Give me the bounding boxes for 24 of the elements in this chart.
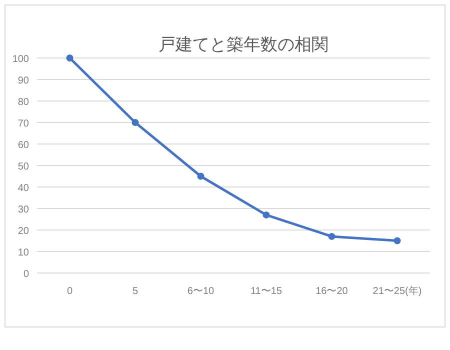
x-tick-label: 21〜25(年) xyxy=(372,285,422,297)
y-tick-label: 50 xyxy=(18,162,30,172)
y-tick-label: 80 xyxy=(18,97,30,108)
point xyxy=(394,237,401,244)
point xyxy=(328,232,336,240)
point xyxy=(197,172,204,180)
point xyxy=(262,211,270,218)
x-tick-label: 11〜15 xyxy=(250,286,282,297)
y-tick-label: 30 xyxy=(18,204,30,216)
x-tick-label: 5 xyxy=(132,286,138,297)
y-tick-label: 70 xyxy=(18,118,30,130)
y-tick-label: 90 xyxy=(18,76,30,86)
x-tick-label: 0 xyxy=(66,286,73,297)
y-tick-label: 100 xyxy=(12,54,30,65)
y-tick-label: 10 xyxy=(18,248,30,258)
point xyxy=(132,119,139,126)
point xyxy=(66,54,74,62)
y-tick-label: 0 xyxy=(23,269,30,280)
y-tick-label: 60 xyxy=(18,140,30,151)
x-tick-label: 6〜10 xyxy=(187,286,215,297)
y-tick-label: 40 xyxy=(18,183,30,194)
x-tick-label: 16〜20 xyxy=(316,286,348,297)
chart-title: 戸建てと築年数の相関 xyxy=(158,35,328,54)
y-tick-label: 20 xyxy=(18,226,30,237)
